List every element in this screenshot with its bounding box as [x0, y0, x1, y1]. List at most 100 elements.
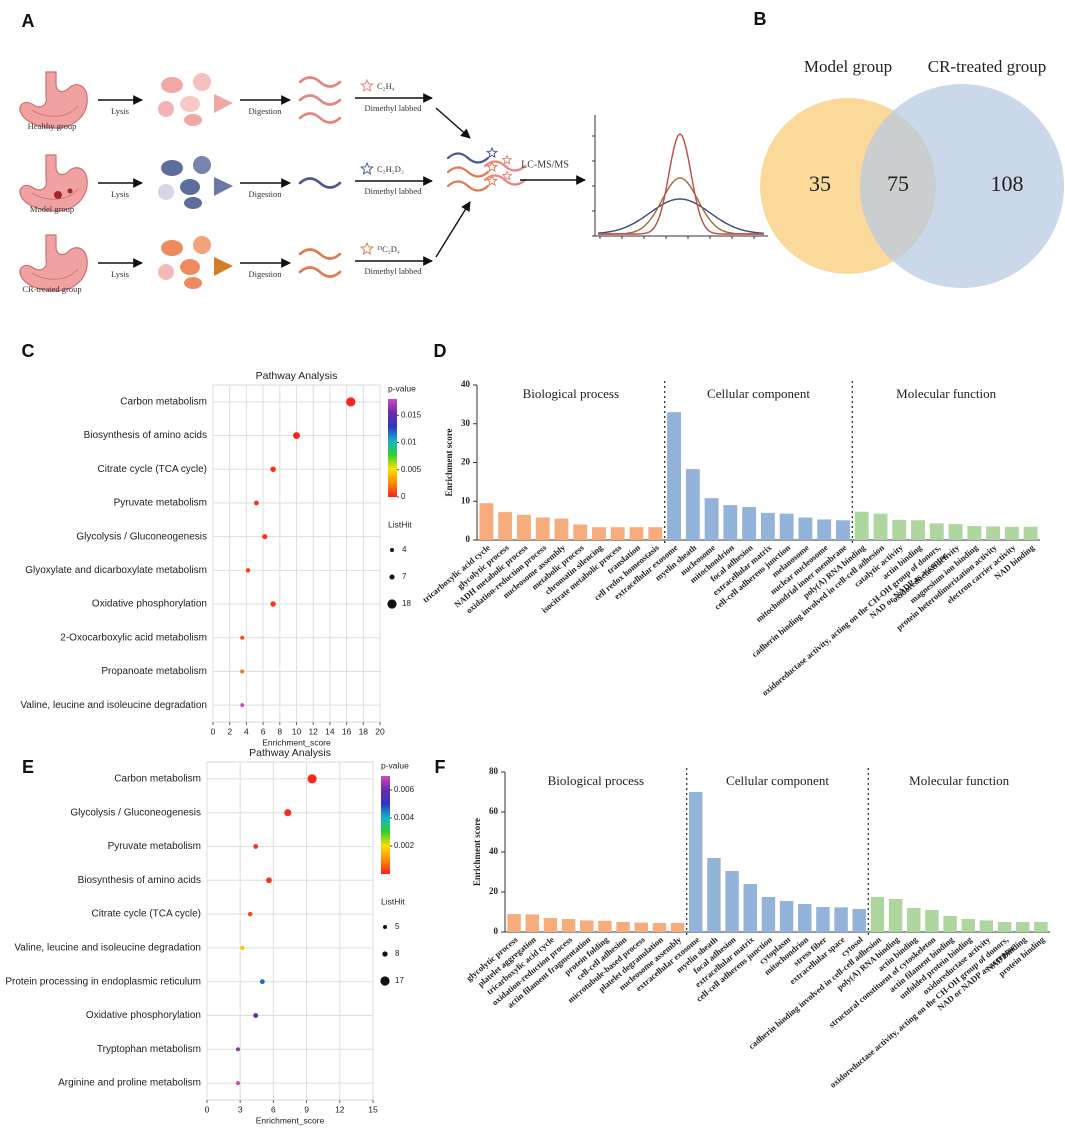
- y-tick-label: 40: [461, 379, 471, 389]
- dot: [293, 432, 300, 440]
- bar: [873, 513, 888, 540]
- bar: [535, 517, 550, 540]
- group-title: Biological process: [548, 773, 644, 788]
- peptide: [446, 152, 490, 164]
- size-key: [383, 925, 387, 929]
- step-label: Digestion: [248, 189, 282, 199]
- x-tick-label: 6: [261, 726, 266, 736]
- bar: [852, 909, 866, 932]
- bar: [652, 923, 667, 932]
- dot: [240, 945, 245, 950]
- bar: [888, 899, 903, 932]
- colorbar-tick-label: 0.004: [394, 813, 415, 822]
- y-tick-label: 30: [461, 418, 471, 428]
- bar: [573, 524, 588, 540]
- protein: [193, 236, 211, 254]
- peptide: [298, 94, 342, 106]
- bar: [761, 897, 776, 932]
- protein: [158, 264, 174, 280]
- y-tick-label: 20: [461, 457, 471, 467]
- bar: [798, 904, 812, 932]
- peptide: [483, 174, 527, 186]
- y-tick-label: Pyruvate metabolism: [114, 498, 207, 509]
- colorbar-tick-label: 0: [401, 492, 406, 501]
- stomach-fold: [31, 188, 79, 200]
- label-star: [485, 160, 499, 173]
- x-tick-label: 2: [227, 726, 232, 736]
- dot: [262, 534, 268, 540]
- set-circle: [860, 84, 1064, 288]
- label-star: [501, 170, 513, 181]
- peak: [597, 198, 765, 234]
- panel-label: B: [754, 9, 767, 29]
- y-tick-label: 60: [489, 806, 499, 816]
- protein: [161, 160, 183, 176]
- y-tick-label: 0: [494, 926, 499, 936]
- bar: [725, 871, 739, 932]
- bar: [723, 505, 738, 540]
- label-star: [360, 78, 374, 92]
- stomach-shape: [19, 234, 88, 292]
- method-label: LC-MS/MS: [521, 159, 569, 170]
- bar: [543, 918, 558, 932]
- x-tick-label: 18: [359, 726, 369, 736]
- x-tick-label: 4: [244, 726, 249, 736]
- step-label: Digestion: [248, 269, 282, 279]
- x-tick-label: 10: [292, 726, 302, 736]
- x-tick-label: 14: [325, 726, 335, 736]
- step-label: Lysis: [111, 189, 129, 199]
- x-tick-label: 12: [335, 1104, 345, 1114]
- stomach-shape: [19, 71, 88, 129]
- bar: [598, 920, 612, 932]
- label-star: [485, 146, 499, 159]
- bar: [997, 922, 1012, 932]
- bar: [1023, 526, 1038, 540]
- peptide: [446, 180, 490, 192]
- y-tick-label: 20: [489, 886, 499, 896]
- size-key: [380, 976, 390, 986]
- bar: [525, 914, 539, 932]
- dot: [284, 809, 292, 817]
- protein: [180, 179, 200, 195]
- protein: [161, 240, 183, 256]
- bar: [685, 469, 700, 540]
- bar: [670, 923, 685, 932]
- bar: [760, 512, 775, 540]
- y-tick-label: Tryptophan metabolism: [97, 1044, 201, 1055]
- protein: [184, 197, 202, 209]
- dot: [270, 601, 276, 607]
- y-tick-label: Oxidative phosphorylation: [86, 1010, 201, 1021]
- bar: [516, 514, 531, 540]
- bar: [629, 527, 644, 540]
- stomach-shape: [19, 154, 88, 212]
- bar: [779, 513, 794, 540]
- group-title: Molecular function: [909, 773, 1009, 788]
- legend-title: p-value: [381, 760, 409, 770]
- label-star: [485, 174, 499, 187]
- bar: [743, 884, 757, 932]
- y-tick-label: Carbon metabolism: [120, 396, 207, 407]
- set-name: CR-treated group: [928, 57, 1047, 76]
- step-label: Digestion: [248, 106, 282, 116]
- label-star: [360, 241, 374, 255]
- bar: [592, 527, 606, 540]
- bar: [834, 907, 848, 932]
- y-tick-label: Propanoate metabolism: [101, 666, 207, 677]
- x-tick-label: 3: [238, 1104, 243, 1114]
- x-tick-label: 0: [205, 1104, 210, 1114]
- bar: [1016, 922, 1030, 932]
- y-tick-label: Glycolysis / Gluconeogenesis: [76, 531, 207, 542]
- reagent-label: ¹³C₂D₄: [377, 244, 400, 254]
- peptide: [298, 112, 342, 124]
- stomach: [19, 154, 88, 212]
- lesion: [54, 191, 62, 199]
- size-key: [389, 574, 395, 580]
- bar: [929, 523, 944, 540]
- size-key-label: 8: [395, 949, 400, 958]
- panel-label: A: [22, 11, 35, 31]
- dot: [307, 774, 317, 784]
- x-axis-label: Enrichment_score: [262, 737, 331, 747]
- bar: [925, 910, 939, 932]
- y-tick-label: 2-Oxocarboxylic acid metabolism: [60, 632, 207, 643]
- overlap-count: 75: [887, 171, 909, 196]
